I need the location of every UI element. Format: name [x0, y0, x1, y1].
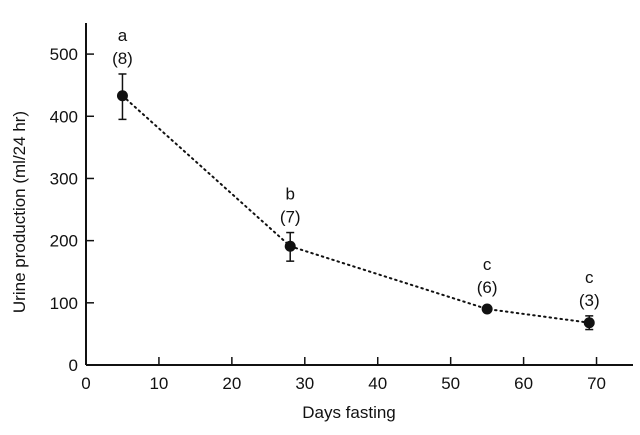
x-tick-label: 20	[222, 374, 241, 393]
data-point	[481, 303, 493, 315]
y-tick-label: 200	[50, 232, 78, 251]
x-axis-label: Days fasting	[302, 403, 396, 422]
x-tick-label: 0	[81, 374, 90, 393]
x-tick-label: 60	[514, 374, 533, 393]
data-point	[583, 317, 595, 329]
axes: 0 10 20 30 40 50 60 70 0 100 200 300 400 500	[50, 23, 633, 393]
group-label: c	[483, 255, 492, 274]
sample-size-label: (3)	[579, 291, 600, 310]
y-tick-label: 100	[50, 294, 78, 313]
sample-size-label: (8)	[112, 49, 133, 68]
x-tick-label: 70	[587, 374, 606, 393]
x-tick-label: 30	[295, 374, 314, 393]
y-tick-label: 0	[69, 356, 78, 375]
x-tick-label: 40	[368, 374, 387, 393]
group-label: b	[285, 185, 294, 204]
data-point	[116, 90, 128, 102]
marks: (8) a (7) b (6) c (3) c	[112, 26, 600, 331]
x-tick-label: 50	[441, 374, 460, 393]
sample-size-label: (7)	[280, 208, 301, 227]
data-point	[284, 240, 296, 252]
y-tick-label: 300	[50, 169, 78, 188]
group-label: c	[585, 268, 594, 287]
sample-size-label: (6)	[477, 278, 498, 297]
y-axis-label: Urine production (ml/24 hr)	[10, 111, 29, 313]
y-tick-label: 400	[50, 107, 78, 126]
x-tick-label: 10	[149, 374, 168, 393]
series-line	[121, 94, 591, 324]
group-label: a	[118, 26, 128, 45]
y-tick-label: 500	[50, 45, 78, 64]
